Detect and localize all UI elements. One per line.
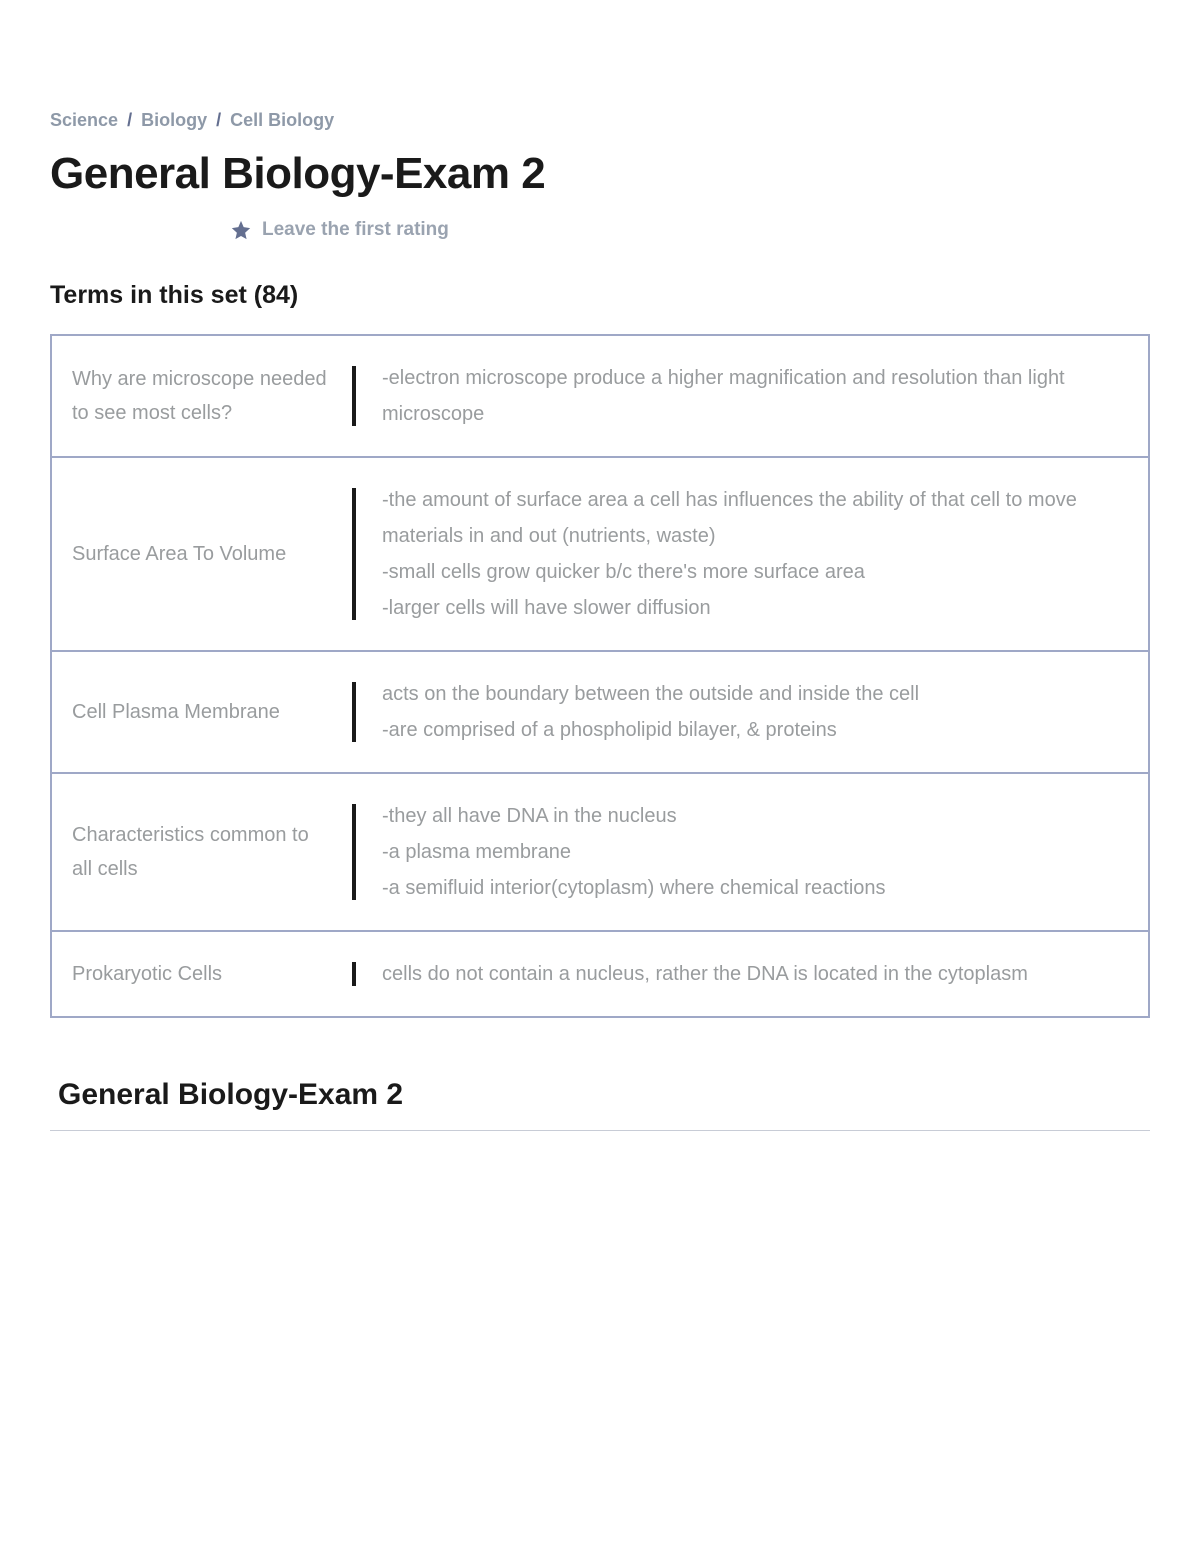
breadcrumb-link-science[interactable]: Science xyxy=(50,110,118,130)
footer-title: General Biology-Exam 2 xyxy=(50,1078,1150,1112)
definition-cell: acts on the boundary between the outside… xyxy=(356,676,1128,748)
rating-label: Leave the first rating xyxy=(262,219,449,241)
definition-cell: -they all have DNA in the nucleus -a pla… xyxy=(356,798,1128,906)
definition-cell: cells do not contain a nucleus, rather t… xyxy=(356,956,1128,992)
definition-cell: -the amount of surface area a cell has i… xyxy=(356,482,1128,626)
page-title: General Biology-Exam 2 xyxy=(50,149,1150,199)
term-cell: Why are microscope needed to see most ce… xyxy=(72,360,352,432)
rating-row[interactable]: Leave the first rating xyxy=(230,219,1150,241)
definition-cell: -electron microscope produce a higher ma… xyxy=(356,360,1128,432)
term-cell: Characteristics common to all cells xyxy=(72,798,352,906)
term-cell: Surface Area To Volume xyxy=(72,482,352,626)
term-row: Why are microscope needed to see most ce… xyxy=(52,336,1148,458)
term-cell: Prokaryotic Cells xyxy=(72,956,352,992)
star-icon xyxy=(230,219,252,241)
term-row: Surface Area To Volume -the amount of su… xyxy=(52,458,1148,652)
term-row: Cell Plasma Membrane acts on the boundar… xyxy=(52,652,1148,774)
breadcrumb-separator: / xyxy=(216,110,221,130)
breadcrumb: Science / Biology / Cell Biology xyxy=(50,110,1150,131)
breadcrumb-link-cell-biology[interactable]: Cell Biology xyxy=(230,110,334,130)
breadcrumb-separator: / xyxy=(127,110,132,130)
term-cell: Cell Plasma Membrane xyxy=(72,676,352,748)
footer-rule xyxy=(50,1130,1150,1131)
term-row: Prokaryotic Cells cells do not contain a… xyxy=(52,932,1148,1016)
term-row: Characteristics common to all cells -the… xyxy=(52,774,1148,932)
breadcrumb-link-biology[interactable]: Biology xyxy=(141,110,207,130)
terms-heading: Terms in this set (84) xyxy=(50,281,1150,310)
terms-table: Why are microscope needed to see most ce… xyxy=(50,334,1150,1018)
